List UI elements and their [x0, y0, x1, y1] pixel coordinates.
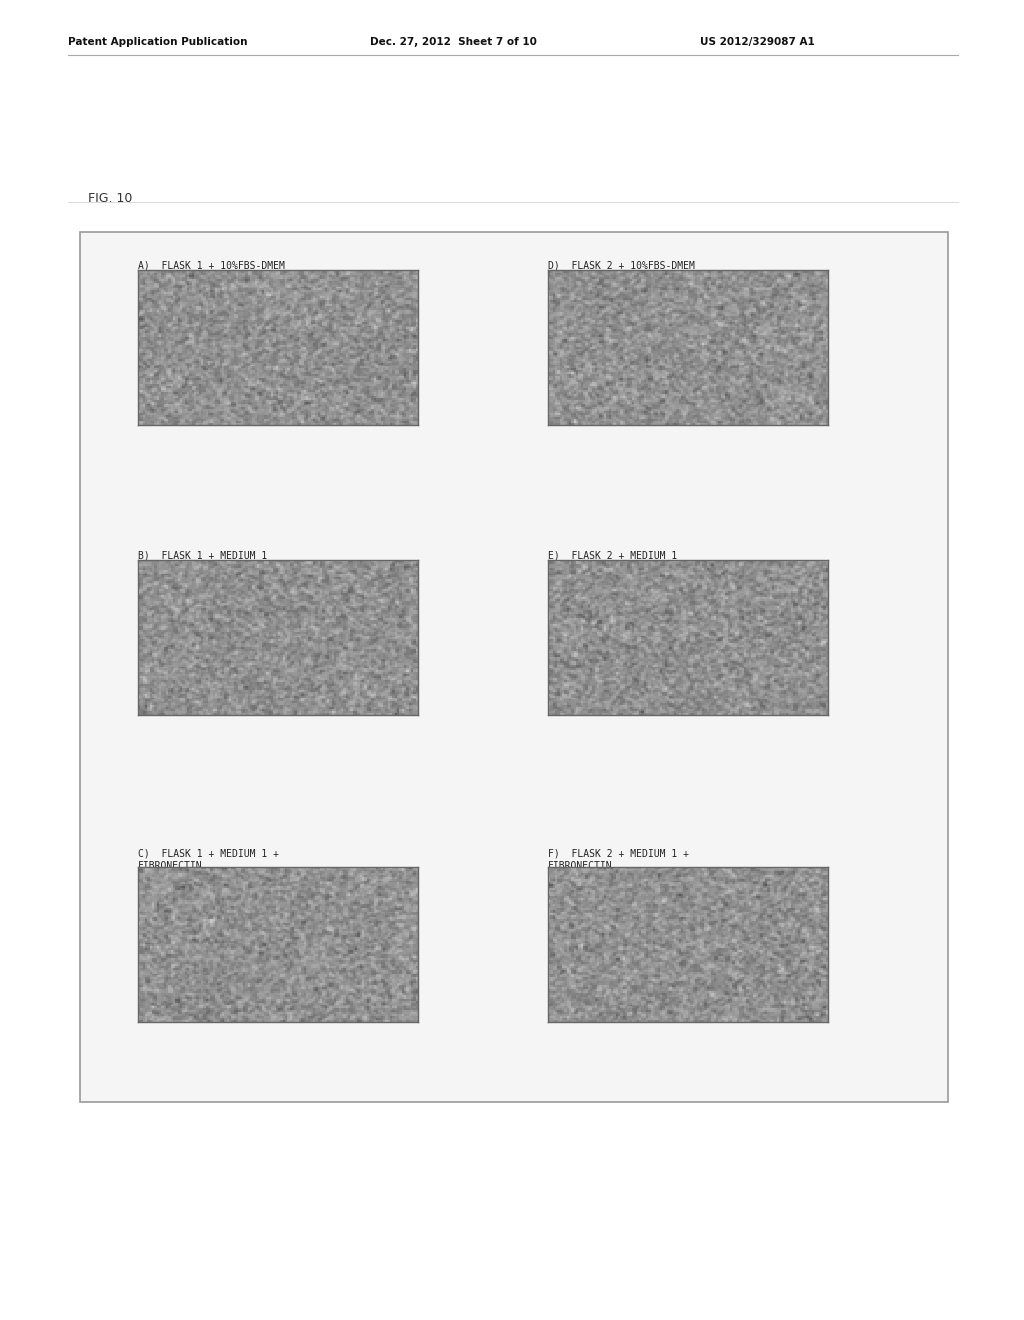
- Text: B)  FLASK 1 + MEDIUM 1: B) FLASK 1 + MEDIUM 1: [138, 550, 267, 560]
- Text: C)  FLASK 1 + MEDIUM 1 +
FIBRONECTIN: C) FLASK 1 + MEDIUM 1 + FIBRONECTIN: [138, 847, 279, 871]
- Text: A)  FLASK 1 + 10%FBS-DMEM: A) FLASK 1 + 10%FBS-DMEM: [138, 260, 285, 271]
- Text: US 2012/329087 A1: US 2012/329087 A1: [700, 37, 815, 48]
- Text: Dec. 27, 2012  Sheet 7 of 10: Dec. 27, 2012 Sheet 7 of 10: [370, 37, 537, 48]
- Text: F)  FLASK 2 + MEDIUM 1 +
FIBRONECTIN: F) FLASK 2 + MEDIUM 1 + FIBRONECTIN: [548, 847, 689, 871]
- Text: Patent Application Publication: Patent Application Publication: [68, 37, 248, 48]
- Text: FIG. 10: FIG. 10: [88, 191, 132, 205]
- Text: E)  FLASK 2 + MEDIUM 1: E) FLASK 2 + MEDIUM 1: [548, 550, 677, 560]
- Text: D)  FLASK 2 + 10%FBS-DMEM: D) FLASK 2 + 10%FBS-DMEM: [548, 260, 695, 271]
- Bar: [80, 232, 948, 1102]
